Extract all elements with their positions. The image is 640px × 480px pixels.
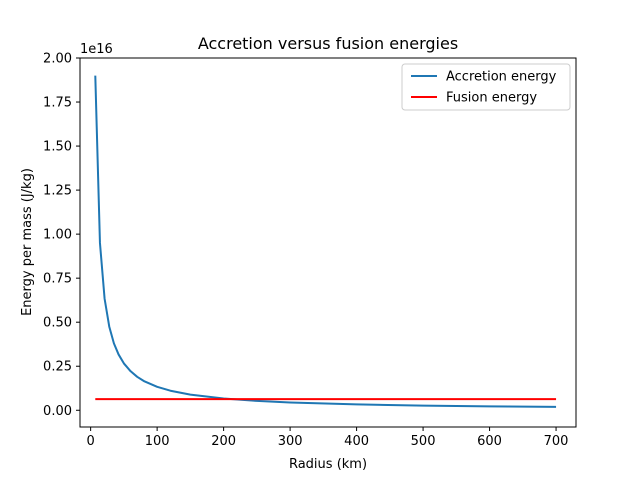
- legend-label-accretion: Accretion energy: [446, 70, 557, 85]
- x-tick-label: 200: [211, 434, 236, 449]
- plot-area: 0 100 200 300 400 500 600 700 0.00 0.25 0.50 0.75 1.…: [43, 52, 577, 449]
- chart-title: Accretion versus fusion energies: [198, 34, 458, 53]
- y-tick-label: 0.75: [43, 272, 72, 287]
- y-tick-label: 1.25: [43, 184, 72, 199]
- x-tick-label: 500: [411, 434, 436, 449]
- y-tick-label: 2.00: [43, 52, 72, 67]
- y-tick-label: 0.50: [43, 316, 72, 331]
- y-tick-label: 1.75: [43, 96, 72, 111]
- y-axis-label: Energy per mass (J/kg): [20, 168, 35, 316]
- x-tick-label: 300: [278, 434, 303, 449]
- series-line-accretion: [94, 75, 557, 408]
- x-tick-label: 0: [86, 434, 94, 449]
- y-offset-label: 1e16: [80, 42, 113, 57]
- x-tick-label: 700: [544, 434, 569, 449]
- x-tick-label: 400: [344, 434, 369, 449]
- x-tick-label: 600: [477, 434, 502, 449]
- y-tick-label: 0.25: [43, 360, 72, 375]
- legend: Accretion energy Fusion energy: [401, 63, 571, 111]
- y-tick-label: 1.50: [43, 140, 72, 155]
- axes-frame: [79, 57, 577, 428]
- x-axis-label: Radius (km): [289, 457, 367, 472]
- legend-label-fusion: Fusion energy: [446, 91, 537, 106]
- legend-box: [401, 63, 571, 111]
- y-tick-label: 1.00: [43, 228, 72, 243]
- x-tick-label: 100: [145, 434, 170, 449]
- y-tick-label: 0.00: [43, 404, 72, 419]
